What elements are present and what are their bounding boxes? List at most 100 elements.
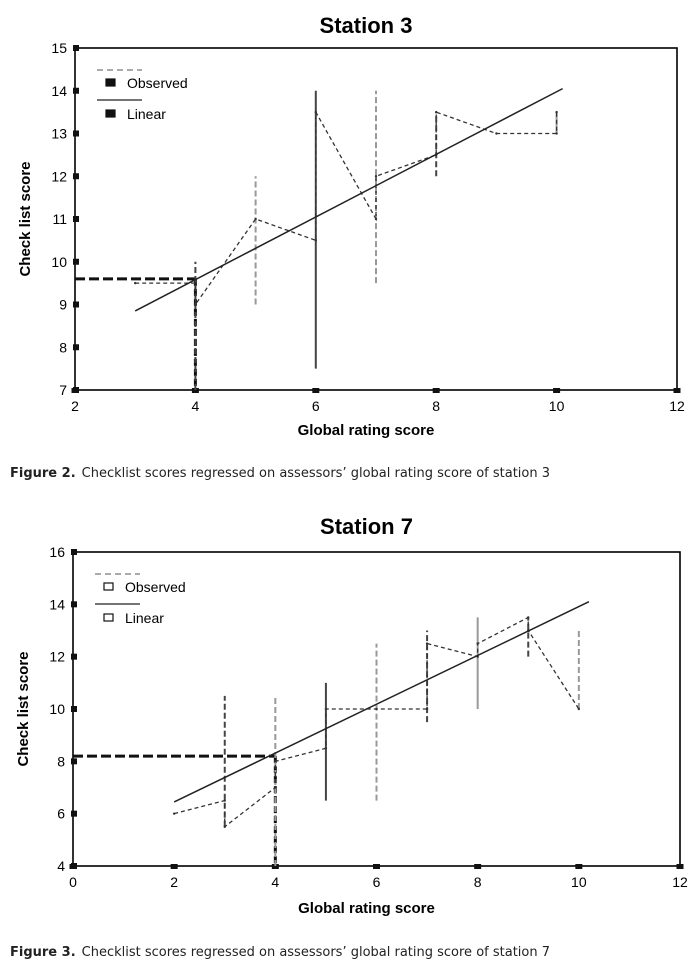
- y-axis-label: Check list score: [15, 651, 32, 766]
- y-tick-label: 8: [59, 339, 67, 355]
- x-axis-label: Global rating score: [298, 900, 435, 917]
- y-tick-mark: [73, 45, 79, 51]
- observed-point: [172, 812, 176, 815]
- observed-point: [374, 217, 378, 221]
- observed-point: [375, 707, 378, 711]
- x-tick-mark: [673, 388, 681, 393]
- y-axis-label: Check list score: [17, 161, 34, 276]
- legend-linear-marker: [105, 109, 116, 118]
- legend-observed-label: Observed: [125, 579, 186, 595]
- x-tick-label: 6: [373, 874, 381, 890]
- y-tick-mark: [71, 601, 77, 608]
- observed-point: [435, 110, 438, 114]
- y-tick-mark: [73, 258, 79, 265]
- observed-point: [425, 707, 429, 711]
- observed-point: [314, 110, 317, 114]
- observed-point: [495, 132, 498, 135]
- observed-point: [314, 239, 317, 242]
- observed-point: [134, 281, 137, 285]
- x-axis-label: Global rating score: [298, 422, 435, 439]
- observed-point: [577, 707, 581, 711]
- x-tick-mark: [432, 388, 440, 393]
- x-tick-label: 4: [271, 874, 279, 890]
- x-tick-label: 12: [669, 398, 685, 414]
- x-tick-mark: [373, 864, 380, 869]
- observed-series-line: [135, 109, 558, 307]
- observed-point: [425, 642, 429, 645]
- observed-point: [223, 825, 226, 828]
- observed-point: [274, 786, 277, 789]
- x-tick-label: 8: [474, 874, 482, 890]
- observed-point: [274, 760, 277, 763]
- y-tick-label: 7: [59, 382, 67, 398]
- observed-point: [476, 642, 479, 645]
- observed-point: [374, 175, 378, 178]
- observed-point: [194, 303, 197, 306]
- y-tick-mark: [71, 810, 77, 817]
- observed-point: [324, 707, 328, 711]
- y-tick-label: 4: [57, 858, 65, 874]
- legend-observed-marker: [103, 582, 114, 591]
- y-tick-label: 15: [51, 40, 67, 56]
- caption-text: Checklist scores regressed on assessors’…: [81, 945, 550, 960]
- y-tick-mark: [73, 216, 79, 222]
- observed-point: [324, 747, 328, 750]
- y-tick-label: 12: [51, 168, 67, 184]
- caption-label: Figure 3.: [10, 945, 76, 960]
- y-tick-label: 8: [57, 753, 65, 769]
- x-tick-mark: [575, 864, 583, 869]
- figure-station-7: Station 7 0 2 4 6 8 10 12 4 6 8 10 12 14 16 Global rati…: [0, 500, 694, 930]
- x-tick-mark: [553, 388, 561, 393]
- y-tick-mark: [71, 863, 77, 869]
- y-tick-mark: [73, 130, 79, 137]
- x-tick-label: 10: [571, 874, 587, 890]
- caption-label: Figure 2.: [10, 466, 76, 481]
- y-tick-label: 13: [51, 126, 67, 142]
- figure-3-caption: Figure 3. Checklist scores regressed on a…: [10, 945, 550, 960]
- y-tick-label: 14: [51, 83, 67, 99]
- linear-fit-line: [134, 87, 563, 312]
- x-tick-label: 2: [170, 874, 178, 890]
- x-tick-label: 8: [432, 398, 440, 414]
- x-tick-label: 0: [69, 874, 77, 890]
- observed-point: [555, 110, 558, 114]
- observed-point: [555, 132, 558, 135]
- figure-2-caption: Figure 2. Checklist scores regressed on a…: [10, 466, 550, 481]
- legend-linear-marker: [103, 613, 114, 622]
- x-tick-label: 4: [192, 398, 200, 414]
- y-tick-label: 12: [49, 649, 65, 665]
- x-tick-label: 6: [312, 398, 320, 414]
- y-tick-label: 6: [57, 806, 65, 822]
- x-tick-label: 2: [71, 398, 79, 414]
- x-tick-mark: [676, 864, 684, 869]
- figure-station-3: Station 3 2 4 6 8 10 12 7 8 9 10 11 12 13 14 15 Global r…: [0, 0, 694, 460]
- y-tick-mark: [73, 387, 79, 393]
- y-tick-mark: [73, 301, 79, 308]
- y-tick-label: 14: [49, 596, 65, 612]
- caption-text: Checklist scores regressed on assessors’…: [81, 466, 550, 481]
- y-tick-mark: [73, 344, 79, 351]
- observed-point: [254, 217, 257, 221]
- y-tick-mark: [73, 173, 79, 180]
- observed-point: [194, 281, 197, 285]
- x-tick-label: 10: [549, 398, 565, 414]
- chart-station-7: Station 7 0 2 4 6 8 10 12 4 6 8 10 12 14 16 Global rati…: [15, 514, 688, 917]
- y-tick-mark: [71, 653, 77, 660]
- chart-title: Station 7: [320, 514, 413, 539]
- legend-linear-label: Linear: [127, 106, 166, 122]
- chart-station-3: Station 3 2 4 6 8 10 12 7 8 9 10 11 12 13 14 15 Global r…: [17, 13, 685, 439]
- x-tick-mark: [474, 864, 482, 869]
- x-tick-label: 12: [672, 874, 688, 890]
- y-tick-label: 10: [51, 254, 67, 270]
- y-tick-mark: [71, 706, 77, 712]
- legend-observed-label: Observed: [127, 75, 188, 91]
- x-tick-mark: [191, 388, 199, 393]
- y-tick-mark: [73, 87, 79, 94]
- observed-point: [223, 799, 226, 802]
- linear-fit-line: [173, 601, 590, 803]
- legend-observed-marker: [105, 78, 116, 87]
- y-tick-mark: [71, 549, 77, 555]
- y-tick-label: 11: [52, 211, 67, 227]
- x-tick-mark: [271, 864, 279, 869]
- legend-linear-label: Linear: [125, 610, 164, 626]
